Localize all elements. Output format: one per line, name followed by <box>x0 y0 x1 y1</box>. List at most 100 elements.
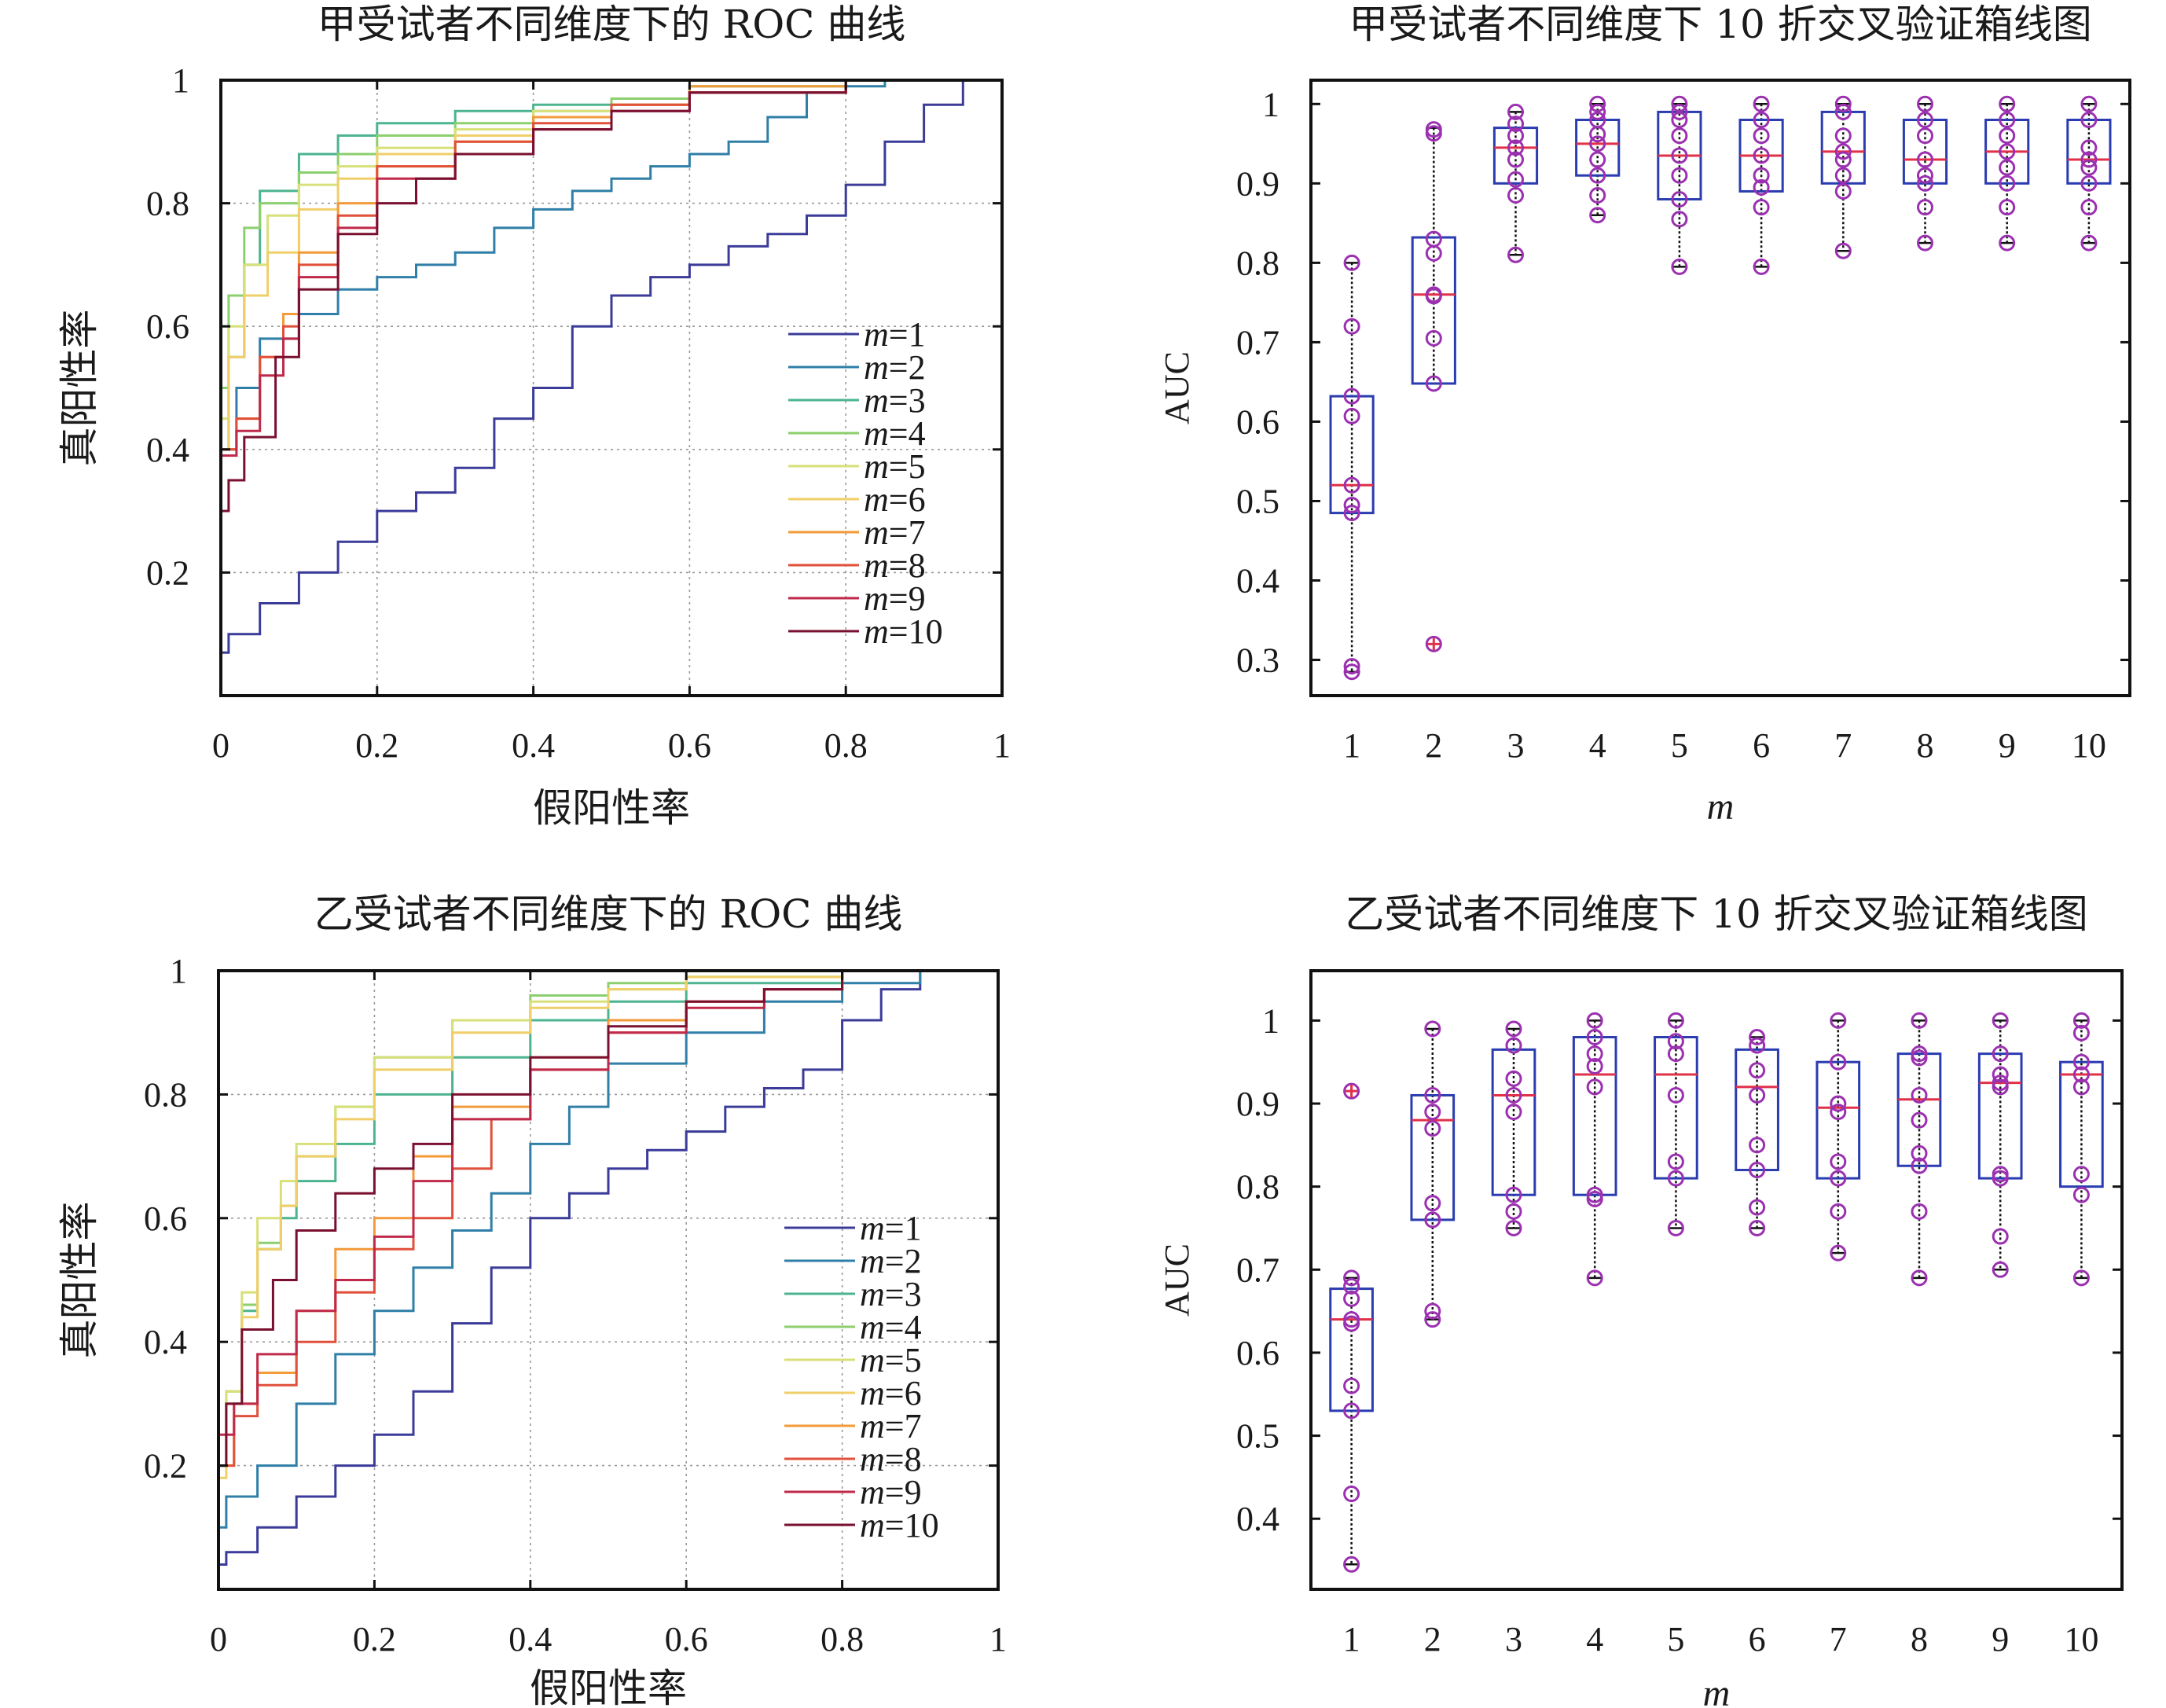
fold-point <box>1343 407 1360 424</box>
fold-point <box>1667 1170 1684 1187</box>
legend-value: =9 <box>889 579 926 618</box>
plot-frame <box>219 79 1004 697</box>
fold-point <box>1992 1078 2009 1096</box>
fold-point <box>1424 1086 1441 1104</box>
y-tick-label: 0.6 <box>146 307 189 346</box>
fold-point <box>1749 1199 1766 1216</box>
x-tick-label: 4 <box>1589 726 1606 765</box>
legend-label-m3: m=3 <box>860 1275 922 1313</box>
fold-point <box>1992 1012 2009 1029</box>
fold-point <box>1671 95 1688 112</box>
fold-point <box>1343 388 1360 405</box>
fold-point <box>1992 1066 2009 1083</box>
fold-point <box>1992 1045 2009 1063</box>
y-tick-label: 0.9 <box>1236 1085 1279 1123</box>
legend-label-m1: m=1 <box>860 1209 922 1247</box>
legend-label-m3: m=3 <box>864 381 926 420</box>
fold-point <box>1667 1153 1684 1170</box>
x-tick-label: 0.4 <box>512 726 555 765</box>
box-iqr <box>1735 1048 1779 1172</box>
legend-prefix: m <box>860 1242 885 1280</box>
x-tick-label: 10 <box>2072 726 2106 765</box>
fold-point <box>1830 1012 1847 1029</box>
x-tick-label: 3 <box>1505 1620 1522 1658</box>
fold-point <box>1343 1315 1360 1332</box>
fold-point <box>1992 1170 2009 1187</box>
plot-frame <box>1309 969 2124 1591</box>
x-tick-label: 6 <box>1749 1620 1766 1658</box>
x-tick-label: 1 <box>993 726 1011 765</box>
fold-point <box>1999 95 2016 112</box>
x-tick-label: 0.2 <box>353 1620 396 1658</box>
y-tick-label: 0.3 <box>1236 641 1279 680</box>
fold-point <box>1749 1062 1766 1079</box>
fold-point <box>1753 167 1770 184</box>
fold-point <box>1424 1020 1441 1038</box>
fold-point <box>1507 116 1524 133</box>
fold-point <box>1505 1086 1522 1104</box>
legend-label-m5: m=5 <box>864 447 926 486</box>
legend-prefix: m <box>864 546 889 585</box>
x-axis-label: m <box>1703 1673 1731 1708</box>
fold-point <box>1507 103 1524 120</box>
x-tick-label: 9 <box>1992 1620 2009 1658</box>
x-tick-label: 9 <box>1999 726 2016 765</box>
legend-label-m10: m=10 <box>864 612 943 651</box>
fold-point <box>1999 143 2016 160</box>
legend-prefix: m <box>864 414 889 453</box>
y-tick-label: 0.5 <box>1236 1417 1279 1456</box>
fold-point <box>1834 182 1852 200</box>
legend-prefix: m <box>860 1473 885 1511</box>
legend-prefix: m <box>864 513 889 552</box>
chart-title: 甲受试者不同维度下的 ROC 曲线 <box>318 2 906 47</box>
fold-point <box>1749 1137 1766 1154</box>
x-tick-label: 0.8 <box>821 1620 864 1658</box>
fold-point <box>1749 1162 1766 1179</box>
fold-point <box>1505 1219 1522 1236</box>
chart-title: 乙受试者不同维度下 10 折交叉验证箱线图 <box>1345 891 2087 937</box>
y-tick-label: 0.8 <box>144 1075 187 1114</box>
fold-point <box>2080 139 2098 156</box>
fold-point <box>1834 242 1852 259</box>
fold-point <box>1505 1203 1522 1220</box>
plot-frame <box>217 969 1000 1591</box>
fold-point <box>1753 127 1770 145</box>
x-tick-label: 4 <box>1586 1620 1603 1658</box>
y-tick-label: 1 <box>1262 1001 1279 1040</box>
fold-point <box>1753 178 1770 196</box>
fold-point <box>1424 1311 1441 1328</box>
legend-label-m4: m=4 <box>860 1308 922 1346</box>
y-tick-label: 0.5 <box>1236 482 1279 520</box>
legend-value: =3 <box>885 1275 922 1313</box>
fold-point <box>2072 1024 2090 1041</box>
legend-prefix: m <box>860 1209 885 1247</box>
fold-point <box>1749 1037 1766 1054</box>
fold-point <box>1667 1012 1684 1029</box>
fold-point <box>2080 112 2098 129</box>
x-tick-label: 0.6 <box>665 1620 708 1658</box>
fold-point <box>1830 1095 1847 1112</box>
fold-point <box>1507 139 1524 156</box>
legend-prefix: m <box>864 612 889 651</box>
fold-point <box>1343 1377 1360 1394</box>
legend-prefix: m <box>864 480 889 519</box>
fold-point <box>1834 127 1852 145</box>
fold-point <box>2080 151 2098 168</box>
box-iqr <box>1329 1287 1374 1412</box>
legend-prefix: m <box>864 381 889 420</box>
y-tick-label: 0.7 <box>1236 1251 1279 1289</box>
x-tick-label: 0.8 <box>824 726 868 765</box>
x-tick-label: 0.4 <box>508 1620 552 1658</box>
fold-point <box>1834 167 1852 184</box>
legend-value: =4 <box>889 414 926 453</box>
fold-point <box>1917 199 1933 216</box>
legend-label-m8: m=8 <box>864 546 926 585</box>
fold-point <box>1343 476 1360 494</box>
fold-point <box>1589 186 1606 204</box>
x-tick-label: 1 <box>1343 726 1360 765</box>
fold-point <box>1343 1290 1360 1307</box>
box-iqr <box>1572 1036 1617 1196</box>
fold-point <box>1911 1049 1928 1067</box>
fold-point <box>1507 151 1524 168</box>
